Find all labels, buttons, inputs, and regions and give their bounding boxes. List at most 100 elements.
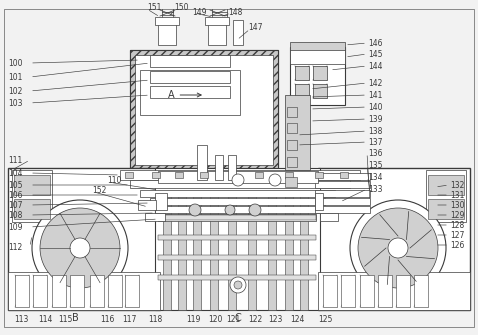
Bar [158, 275, 316, 280]
Bar [163, 195, 171, 310]
Text: 104: 104 [8, 169, 22, 178]
Bar [287, 140, 297, 150]
Bar [155, 17, 179, 25]
Circle shape [358, 208, 438, 288]
Bar [135, 55, 273, 165]
Text: 120: 120 [208, 316, 222, 325]
Bar [318, 272, 470, 310]
Bar [200, 172, 208, 178]
Bar [140, 190, 335, 197]
Text: 116: 116 [100, 316, 114, 325]
Bar [52, 275, 66, 307]
Bar [8, 168, 160, 310]
Bar [428, 175, 464, 195]
Text: B: B [72, 313, 78, 323]
Bar [158, 171, 318, 183]
Text: 111: 111 [8, 155, 22, 164]
Text: 149: 149 [192, 7, 206, 16]
Bar [315, 181, 370, 188]
Bar [315, 206, 370, 213]
Bar [197, 145, 207, 180]
Bar [14, 175, 50, 195]
Text: 114: 114 [38, 316, 53, 325]
Text: 150: 150 [174, 2, 188, 11]
Bar [290, 42, 345, 50]
Circle shape [388, 238, 408, 258]
Bar [138, 200, 156, 210]
Text: 102: 102 [8, 86, 22, 95]
Bar [155, 206, 320, 213]
Bar [378, 275, 392, 307]
Text: 134: 134 [368, 173, 382, 182]
Bar [248, 195, 256, 310]
Text: 128: 128 [450, 220, 464, 229]
Bar [287, 107, 297, 117]
Text: 136: 136 [368, 148, 382, 157]
Bar [315, 198, 370, 205]
Text: 103: 103 [8, 98, 22, 108]
Bar [145, 213, 165, 221]
Text: 107: 107 [8, 201, 22, 209]
Bar [130, 50, 278, 170]
Bar [125, 172, 133, 178]
Text: 110: 110 [107, 176, 121, 185]
Text: 108: 108 [8, 210, 22, 219]
Bar [313, 66, 327, 80]
Bar [15, 275, 29, 307]
Text: 139: 139 [368, 115, 382, 124]
Bar [285, 195, 293, 310]
Text: 146: 146 [368, 39, 382, 48]
Text: 130: 130 [450, 201, 465, 209]
Bar [285, 172, 293, 178]
Bar [155, 183, 320, 195]
Bar [315, 172, 323, 178]
Text: 100: 100 [8, 59, 22, 67]
Circle shape [189, 204, 201, 216]
Bar [152, 172, 160, 178]
Bar [150, 198, 325, 205]
Bar [158, 255, 316, 260]
Bar [210, 195, 218, 310]
Text: 109: 109 [8, 222, 22, 231]
Circle shape [232, 174, 244, 186]
Bar [323, 275, 337, 307]
Bar [140, 70, 240, 115]
Bar [130, 50, 278, 170]
Text: 142: 142 [368, 78, 382, 87]
Bar [300, 195, 308, 310]
Circle shape [234, 281, 242, 289]
Text: 105: 105 [8, 181, 22, 190]
Circle shape [225, 205, 235, 215]
Text: 118: 118 [148, 316, 162, 325]
Text: 115: 115 [58, 316, 72, 325]
Bar [428, 199, 464, 219]
Bar [150, 86, 230, 98]
Bar [285, 177, 297, 187]
Circle shape [32, 200, 128, 296]
Bar [150, 71, 230, 83]
Text: 127: 127 [450, 230, 464, 240]
Text: 144: 144 [368, 62, 382, 70]
Text: 147: 147 [248, 22, 262, 31]
Bar [155, 193, 167, 210]
Bar [295, 66, 309, 80]
Text: 106: 106 [8, 191, 22, 200]
Circle shape [350, 200, 446, 296]
Bar [205, 17, 229, 25]
Text: 135: 135 [368, 160, 382, 170]
Bar [228, 155, 236, 180]
Bar [315, 193, 323, 210]
Circle shape [230, 277, 246, 293]
Bar [108, 275, 122, 307]
Bar [130, 180, 350, 188]
Circle shape [40, 208, 120, 288]
Bar [178, 195, 186, 310]
Bar [290, 47, 345, 105]
Text: 138: 138 [368, 127, 382, 135]
Bar [193, 195, 201, 310]
Bar [158, 23, 176, 45]
Bar [315, 173, 370, 180]
Text: 141: 141 [368, 90, 382, 99]
Text: 119: 119 [186, 316, 200, 325]
Text: 113: 113 [14, 316, 28, 325]
